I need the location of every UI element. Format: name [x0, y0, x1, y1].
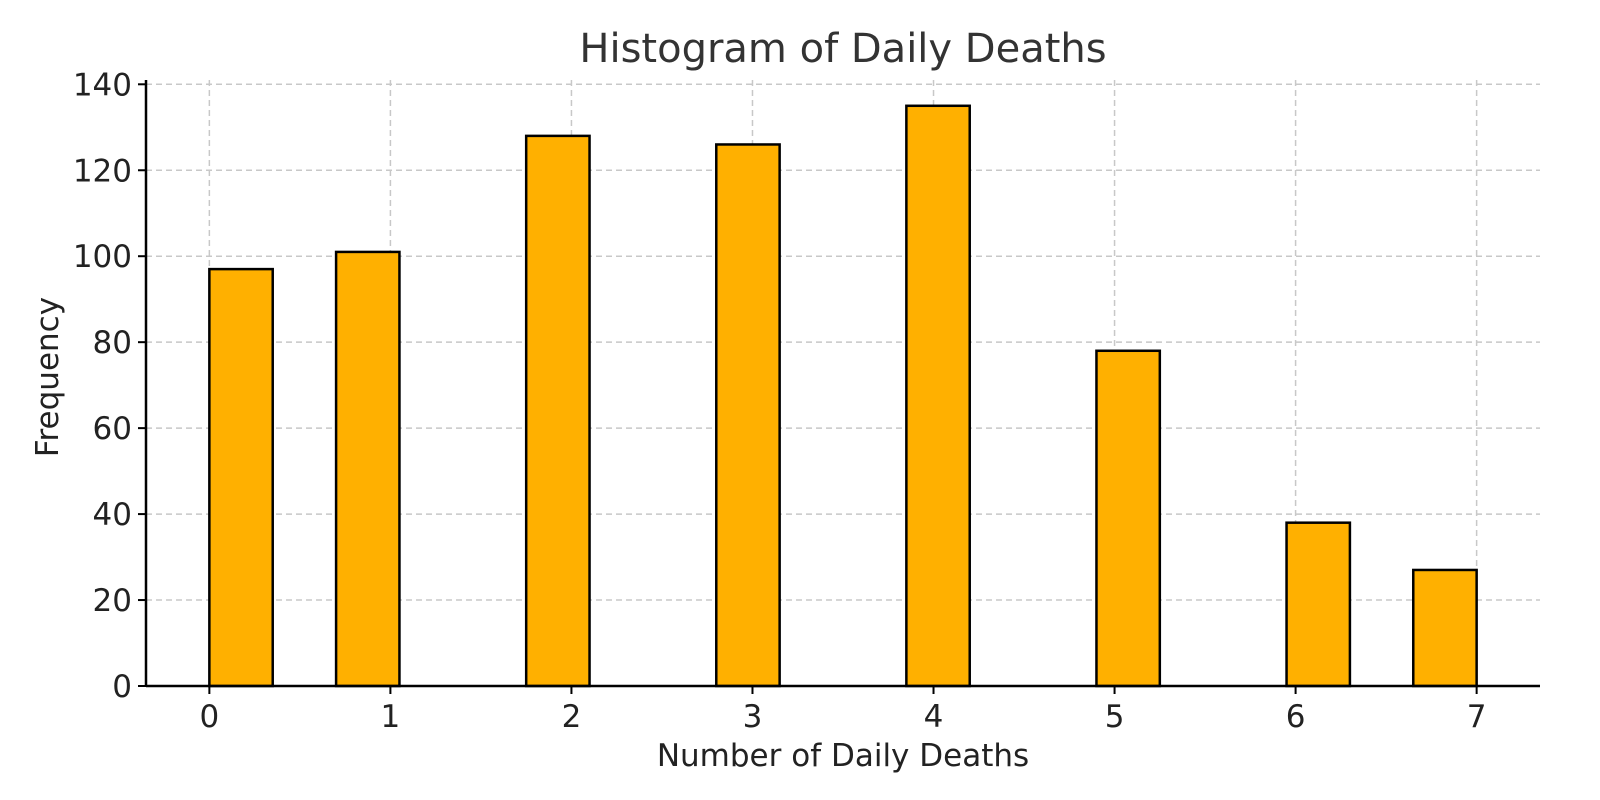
y-tick-label: 20	[93, 583, 132, 619]
y-axis-label: Frequency	[30, 297, 66, 457]
y-tick-label: 0	[112, 669, 132, 705]
x-tick-label: 4	[924, 699, 944, 735]
histogram-bar	[524, 134, 591, 688]
x-tick-label: 7	[1467, 699, 1487, 735]
y-tick-label: 140	[73, 67, 132, 103]
y-tick-label: 80	[93, 325, 132, 361]
histogram-bar	[905, 104, 971, 688]
bars	[208, 104, 1478, 688]
histogram-bar	[1095, 349, 1162, 688]
x-tick-label: 6	[1286, 699, 1306, 735]
x-tick-label: 5	[1105, 699, 1125, 735]
x-tick-label: 3	[743, 699, 763, 735]
chart-title: Histogram of Daily Deaths	[579, 26, 1106, 72]
y-tick-label: 60	[93, 411, 132, 447]
histogram-bar	[715, 143, 781, 688]
histogram-bar	[334, 250, 401, 688]
y-tick-label: 40	[93, 497, 132, 533]
x-tick-label: 2	[562, 699, 582, 735]
x-axis-label: Number of Daily Deaths	[657, 738, 1029, 774]
histogram-bar	[1412, 568, 1478, 688]
y-tick-label: 100	[73, 239, 132, 275]
histogram-bar	[1285, 521, 1352, 688]
y-tick-label: 120	[73, 153, 132, 189]
histogram-bar	[208, 267, 274, 688]
axes	[138, 80, 1540, 694]
tick-labels: 0 20 40 60 80 100 120 140 0 1 2 3 4 5 6 7	[73, 67, 1487, 735]
x-tick-label: 0	[199, 699, 219, 735]
x-tick-label: 1	[381, 699, 401, 735]
